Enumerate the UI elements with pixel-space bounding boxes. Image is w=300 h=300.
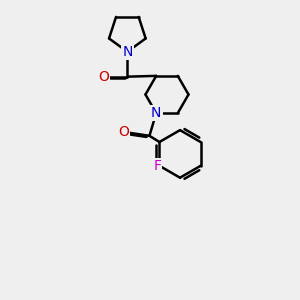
Text: O: O xyxy=(98,70,109,84)
Text: N: N xyxy=(122,45,133,59)
Text: N: N xyxy=(151,106,161,120)
Text: O: O xyxy=(118,125,129,140)
Text: F: F xyxy=(153,159,161,173)
